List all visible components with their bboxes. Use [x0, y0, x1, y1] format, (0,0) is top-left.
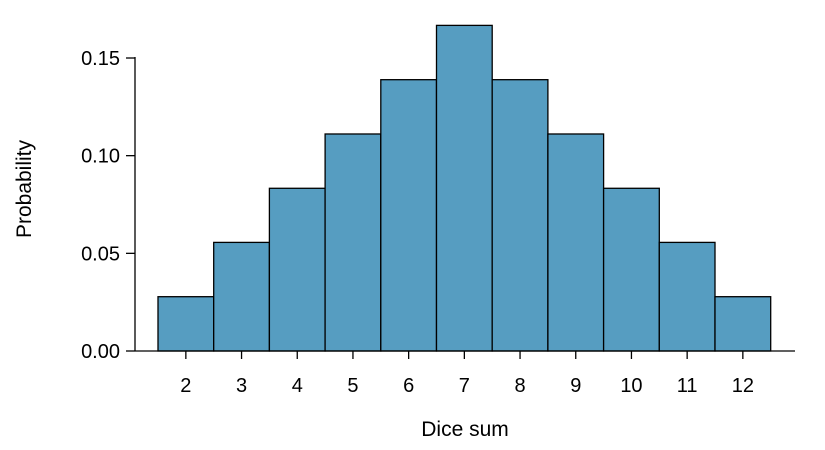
x-tick-label: 3	[236, 375, 247, 397]
x-axis: 2 3 4 5 6 7 8 9 10 11 12	[135, 350, 795, 397]
x-tick-label: 12	[732, 375, 754, 397]
bar-4	[268, 187, 326, 352]
x-tick-label: 4	[292, 375, 303, 397]
x-tick-label: 10	[620, 375, 642, 397]
bar-9	[547, 133, 605, 352]
x-tick-label: 2	[180, 375, 191, 397]
y-tick-label: 0.15	[81, 48, 120, 70]
bar-5	[324, 133, 382, 352]
bar-10	[602, 187, 660, 352]
bar-6	[380, 79, 438, 352]
x-tick-label: 6	[403, 375, 414, 397]
bar-11	[658, 241, 716, 352]
bars	[157, 24, 772, 352]
y-axis: 0.00 0.05 0.10 0.15	[81, 48, 136, 363]
y-axis-title: Probability	[13, 139, 36, 238]
bar-2	[157, 296, 215, 352]
x-tick-label: 9	[570, 375, 581, 397]
y-tick-label: 0.05	[81, 243, 120, 265]
bar-8	[491, 79, 549, 352]
x-tick-label: 11	[677, 375, 698, 397]
bar-12	[714, 296, 772, 352]
y-tick-label: 0.10	[81, 146, 120, 168]
bar-3	[213, 241, 271, 352]
x-tick-label: 5	[347, 375, 358, 397]
x-tick-label: 7	[459, 375, 470, 397]
x-tick-label: 8	[514, 375, 525, 397]
y-tick-label: 0.00	[81, 341, 120, 363]
x-axis-title: Dice sum	[421, 418, 509, 441]
bar-7	[435, 24, 493, 352]
